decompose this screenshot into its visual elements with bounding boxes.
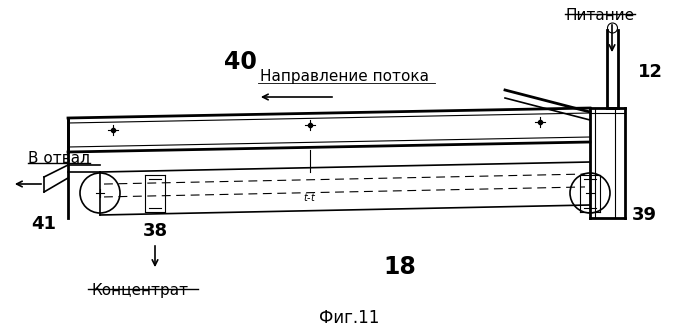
Text: В отвал: В отвал bbox=[28, 150, 90, 165]
Text: Направление потока: Направление потока bbox=[260, 69, 429, 84]
Text: Фиг.11: Фиг.11 bbox=[319, 309, 379, 327]
Text: 40: 40 bbox=[223, 50, 256, 74]
Text: 38: 38 bbox=[142, 222, 168, 240]
Text: 39: 39 bbox=[632, 206, 657, 224]
Text: 41: 41 bbox=[31, 215, 57, 233]
Text: Концентрат: Концентрат bbox=[91, 283, 188, 298]
Text: Питание: Питание bbox=[565, 8, 634, 23]
Text: $\mathit{t}$-$\mathit{t}$: $\mathit{t}$-$\mathit{t}$ bbox=[303, 191, 317, 203]
Text: 12: 12 bbox=[638, 63, 663, 81]
Text: 18: 18 bbox=[384, 255, 417, 279]
